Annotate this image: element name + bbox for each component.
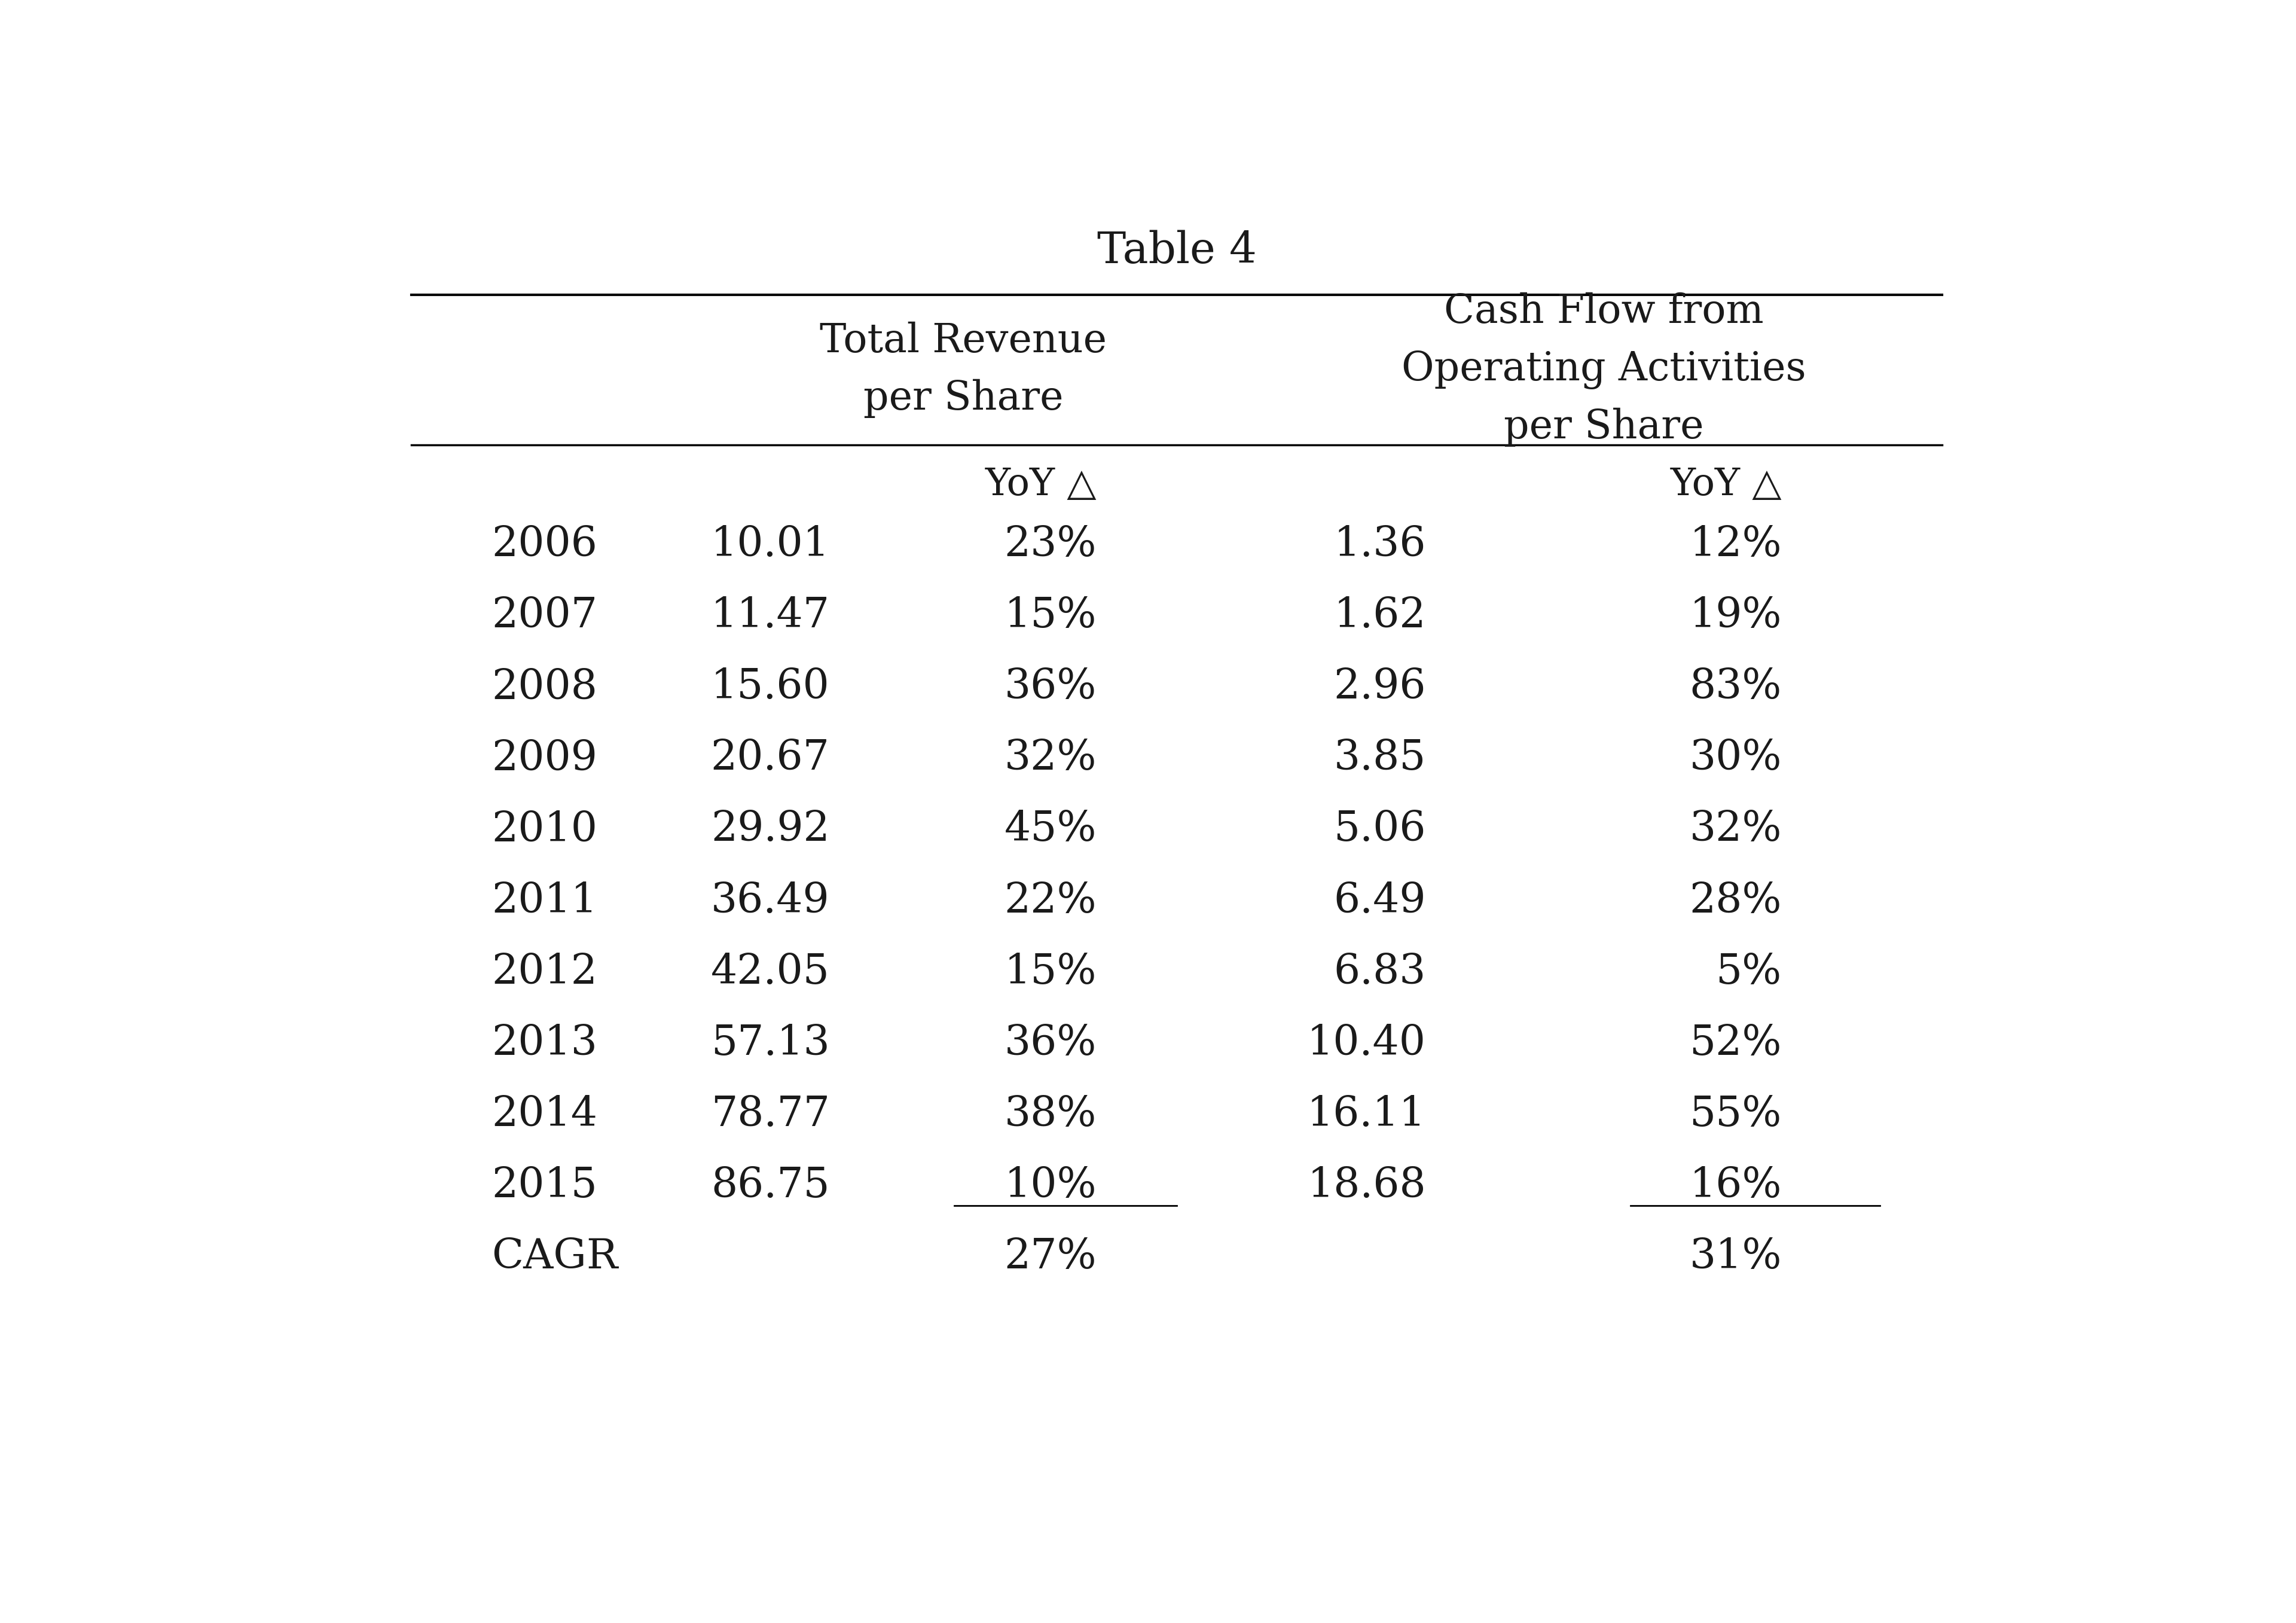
Text: 86.75: 86.75 [712, 1165, 829, 1206]
Text: 18.68: 18.68 [1306, 1165, 1426, 1206]
Text: 83%: 83% [1690, 667, 1782, 708]
Text: 10%: 10% [1003, 1165, 1097, 1206]
Text: Cash Flow from
Operating Activities
per Share: Cash Flow from Operating Activities per … [1401, 292, 1807, 446]
Text: 30%: 30% [1690, 738, 1782, 777]
Text: 2006: 2006 [491, 524, 597, 565]
Text: 78.77: 78.77 [712, 1094, 829, 1134]
Text: 2015: 2015 [491, 1165, 597, 1206]
Text: YoY △: YoY △ [985, 466, 1097, 503]
Text: 15%: 15% [1003, 953, 1097, 992]
Text: 16.11: 16.11 [1306, 1094, 1426, 1134]
Text: 31%: 31% [1690, 1237, 1782, 1277]
Text: 2011: 2011 [491, 881, 597, 920]
Text: Table 4: Table 4 [1097, 230, 1256, 273]
Text: 2012: 2012 [491, 953, 597, 992]
Text: 6.49: 6.49 [1334, 881, 1426, 920]
Text: 29.92: 29.92 [712, 810, 829, 849]
Text: 3.85: 3.85 [1334, 738, 1426, 777]
Text: 36%: 36% [1003, 667, 1097, 708]
Text: 38%: 38% [1003, 1094, 1097, 1134]
Text: 2007: 2007 [491, 596, 597, 636]
Text: 2009: 2009 [491, 738, 597, 777]
Text: 42.05: 42.05 [712, 953, 829, 992]
Text: 2010: 2010 [491, 810, 597, 849]
Text: 28%: 28% [1690, 881, 1782, 920]
Text: 23%: 23% [1003, 524, 1097, 565]
Text: 11.47: 11.47 [712, 596, 829, 636]
Text: 45%: 45% [1003, 810, 1097, 849]
Text: 5%: 5% [1715, 953, 1782, 992]
Text: 15.60: 15.60 [712, 667, 829, 708]
Text: 32%: 32% [1690, 810, 1782, 849]
Text: 6.83: 6.83 [1334, 953, 1426, 992]
Text: Total Revenue
per Share: Total Revenue per Share [820, 321, 1107, 419]
Text: 2008: 2008 [491, 667, 597, 708]
Text: 36%: 36% [1003, 1024, 1097, 1063]
Text: 36.49: 36.49 [712, 881, 829, 920]
Text: 10.01: 10.01 [712, 524, 829, 565]
Text: 32%: 32% [1003, 738, 1097, 777]
Text: 27%: 27% [1003, 1237, 1097, 1277]
Text: 55%: 55% [1690, 1094, 1782, 1134]
Text: 52%: 52% [1690, 1024, 1782, 1063]
Text: 15%: 15% [1003, 596, 1097, 636]
Text: 12%: 12% [1690, 524, 1782, 565]
Text: YoY △: YoY △ [1669, 466, 1782, 503]
Text: 57.13: 57.13 [712, 1024, 829, 1063]
Text: 10.40: 10.40 [1306, 1024, 1426, 1063]
Text: 1.62: 1.62 [1334, 596, 1426, 636]
Text: 16%: 16% [1690, 1165, 1782, 1206]
Text: 1.36: 1.36 [1334, 524, 1426, 565]
Text: 22%: 22% [1003, 881, 1097, 920]
Text: 20.67: 20.67 [712, 738, 829, 777]
Text: 2.96: 2.96 [1334, 667, 1426, 708]
Text: 2014: 2014 [491, 1094, 597, 1134]
Text: 2013: 2013 [491, 1024, 597, 1063]
Text: 19%: 19% [1690, 596, 1782, 636]
Text: 5.06: 5.06 [1334, 810, 1426, 849]
Text: CAGR: CAGR [491, 1237, 618, 1277]
